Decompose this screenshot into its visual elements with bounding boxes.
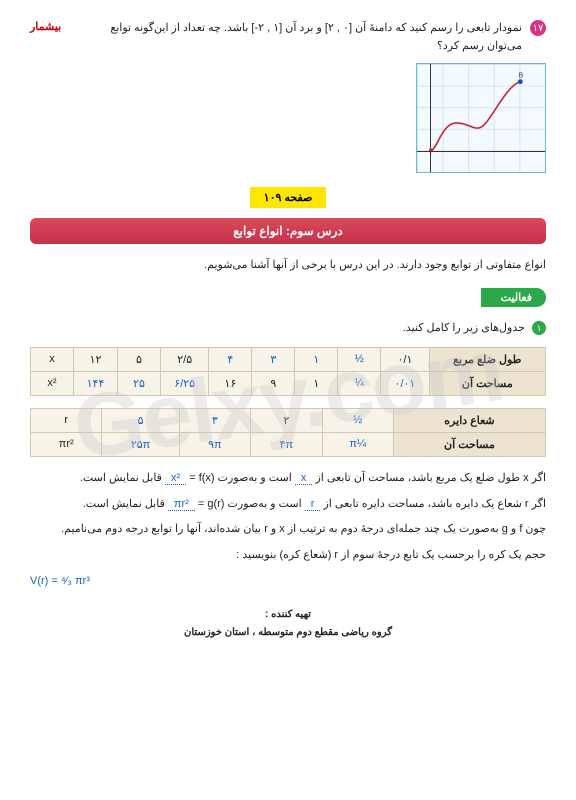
cell: ۴ — [209, 347, 252, 371]
table-square: طول ضلع مربع ۰/۱ ½ ۱ ۳ ۴ ۲/۵ ۵ ۱۲ x مساح… — [30, 347, 546, 396]
question-note: بیشمار — [30, 20, 65, 33]
credit-line2: گروه ریاضی مقطع دوم متوسطه ، استان خوزست… — [30, 624, 546, 642]
text: است و به‌صورت — [224, 498, 301, 510]
cell: ۹π — [179, 432, 250, 456]
cell: x — [31, 347, 74, 371]
blank: x² — [165, 472, 186, 485]
text: حجم یک کره را برحسب یک تابع درجهٔ سوم از… — [236, 549, 546, 561]
cell: ۹ — [252, 371, 295, 395]
cell: ۳ — [252, 347, 295, 371]
row-head: طول ضلع مربع — [429, 347, 545, 371]
cell: x² — [31, 371, 74, 395]
cell: ۳ — [179, 408, 250, 432]
row-head: شعاع دایره — [393, 408, 545, 432]
cell: ¼π — [322, 432, 393, 456]
cell: ۱۴۴ — [74, 371, 118, 395]
row-head: مساحت آن — [429, 371, 545, 395]
credit: تهیه کننده : گروه ریاضی مقطع دوم متوسطه … — [30, 606, 546, 642]
question-text: نمودار تابعی را رسم کنید که دامنهٔ آن [۰… — [73, 20, 522, 55]
table-row: شعاع دایره ½ ۲ ۳ ۵ r — [31, 408, 546, 432]
activity-badge: فعالیت — [481, 288, 546, 307]
question-number: ۱۷ — [530, 20, 546, 36]
table-row: مساحت آن ¼π ۴π ۹π ۲۵π πr² — [31, 432, 546, 456]
cell: ۲۵ — [118, 371, 161, 395]
page-label: صفحه ۱۰۹ — [250, 187, 327, 208]
para-sphere: حجم یک کره را برحسب یک تابع درجهٔ سوم از… — [30, 546, 546, 566]
cell: πr² — [31, 432, 102, 456]
cell: r — [31, 408, 102, 432]
cell: ۴π — [251, 432, 322, 456]
task1-text: جدول‌های زیر را کامل کنید. — [403, 322, 525, 334]
table-row: طول ضلع مربع ۰/۱ ½ ۱ ۳ ۴ ۲/۵ ۵ ۱۲ x — [31, 347, 546, 371]
intro-text: انواع متفاوتی از توابع وجود دارند. در ای… — [30, 256, 546, 276]
cell: ¼ — [338, 371, 381, 395]
text: است و به‌صورت — [215, 472, 292, 484]
cell: ۵ — [118, 347, 161, 371]
para-circle: اگر r شعاع یک دایره باشد، مساحت دایره تا… — [30, 495, 546, 515]
cell: ½ — [322, 408, 393, 432]
blank: πr² — [168, 498, 195, 511]
row-head: مساحت آن — [393, 432, 545, 456]
cell: ۱ — [295, 371, 338, 395]
function-graph: B — [416, 63, 546, 173]
cell: ۵ — [102, 408, 179, 432]
text: = g(r) قابل نمایش است. — [83, 498, 225, 510]
cell: ۲۵π — [102, 432, 179, 456]
question-row: ۱۷ نمودار تابعی را رسم کنید که دامنهٔ آن… — [30, 20, 546, 55]
text: اگر r شعاع یک دایره باشد، مساحت دایره تا… — [320, 498, 546, 510]
para-square: اگر x طول ضلع یک مربع باشد، مساحت آن تاب… — [30, 469, 546, 489]
svg-text:B: B — [519, 73, 524, 80]
cell: ۰/۰۱ — [381, 371, 429, 395]
blank: x — [295, 472, 313, 485]
task1: ۱ جدول‌های زیر را کامل کنید. — [30, 319, 546, 339]
cell: ۲/۵ — [160, 347, 208, 371]
text: اگر x طول ضلع یک مربع باشد، مساحت آن تاب… — [312, 472, 546, 484]
sphere-answer: V(r) = ⁴⁄₃ πr³ — [30, 572, 546, 592]
cell: ۱۶ — [209, 371, 252, 395]
table-circle: شعاع دایره ½ ۲ ۳ ۵ r مساحت آن ¼π ۴π ۹π ۲… — [30, 408, 546, 457]
cell: ۲ — [251, 408, 322, 432]
text: = f(x) قابل نمایش است. — [80, 472, 215, 484]
curve-svg: B — [417, 64, 545, 172]
table-row: مساحت آن ۰/۰۱ ¼ ۱ ۹ ۱۶ ۶/۲۵ ۲۵ ۱۴۴ x² — [31, 371, 546, 395]
cell: ½ — [338, 347, 381, 371]
cell: ۱۲ — [74, 347, 118, 371]
para-degree2: چون f و g به‌صورت یک چند جمله‌ای درجهٔ د… — [30, 520, 546, 540]
lesson-title: درس سوم: انواع توابع — [30, 218, 546, 244]
blank: r — [305, 498, 321, 511]
cell: ۶/۲۵ — [160, 371, 208, 395]
cell: ۰/۱ — [381, 347, 429, 371]
credit-line1: تهیه کننده : — [30, 606, 546, 624]
cell: ۱ — [295, 347, 338, 371]
task1-num: ۱ — [532, 321, 546, 335]
